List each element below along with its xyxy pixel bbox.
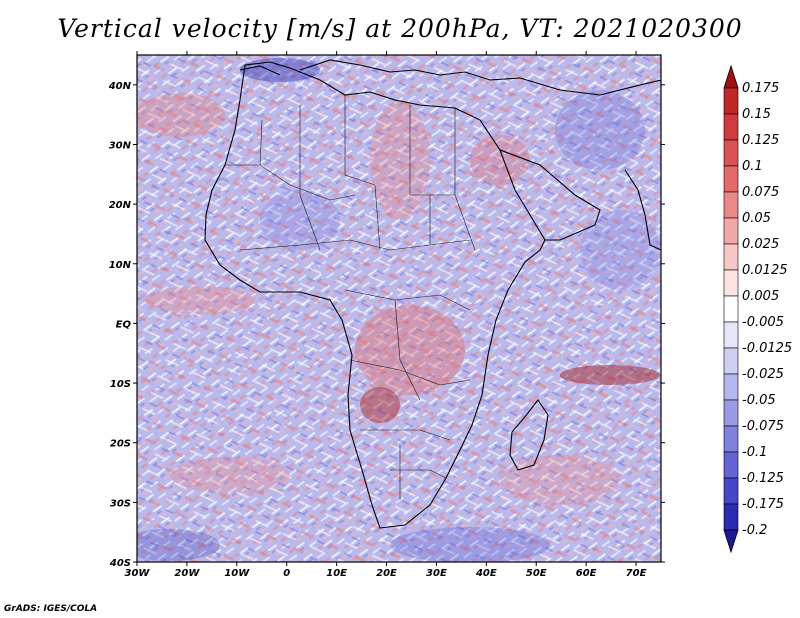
colorbar-segment — [723, 321, 739, 349]
colorbar-segment — [723, 139, 739, 167]
colorbar-label: -0.005 — [742, 315, 784, 330]
y-tick-label: 30N — [109, 140, 132, 151]
colorbar-label: 0.175 — [742, 81, 779, 96]
colorbar-segment — [723, 373, 739, 401]
colorbar-segment — [723, 425, 739, 453]
colorbar-segment — [723, 477, 739, 505]
colorbar-label: -0.0125 — [742, 341, 792, 356]
colorbar-label: -0.2 — [742, 523, 767, 538]
colorbar-segment — [723, 165, 739, 193]
colorbar-segment — [723, 399, 739, 427]
x-tick-label: 10E — [326, 568, 347, 579]
colorbar-segment — [723, 243, 739, 271]
colorbar-label: 0.15 — [742, 107, 771, 122]
colorbar-bottom-arrow — [723, 529, 739, 554]
colorbar-label: -0.075 — [742, 419, 784, 434]
map-frame — [136, 54, 662, 563]
colorbar-segment — [723, 347, 739, 375]
y-tick-label: 40N — [108, 81, 132, 92]
colorbar-segment — [723, 217, 739, 245]
y-tick-label: 40S — [109, 558, 131, 569]
colorbar-label: 0.1 — [742, 159, 763, 174]
colorbar-segment — [723, 503, 739, 531]
x-tick-label: 50E — [526, 568, 547, 579]
velocity-field — [137, 55, 661, 562]
x-axis: 30W 20W 10W 0 10E 20E 30E 40E 50E 60E 70E — [125, 51, 647, 579]
x-tick-label: 20E — [376, 568, 397, 579]
x-tick-label: 70E — [626, 568, 647, 579]
colorbar-segment — [723, 87, 739, 115]
colorbar-label: 0.025 — [742, 237, 779, 252]
y-tick-label: 20S — [110, 439, 131, 450]
colorbar-top-arrow — [723, 64, 739, 89]
x-tick-label: 40E — [475, 568, 497, 579]
x-tick-label: 60E — [576, 568, 597, 579]
colorbar-segment — [723, 295, 739, 323]
colorbar-label: -0.05 — [742, 393, 776, 408]
y-tick-label: 30S — [110, 498, 131, 509]
colorbar-label: 0.075 — [742, 185, 779, 200]
colorbar-label: -0.025 — [742, 367, 784, 382]
y-tick-label: EQ — [116, 319, 132, 330]
colorbar-label: -0.1 — [742, 445, 767, 460]
country-borders — [225, 95, 476, 500]
grads-credit: GrADS: IGES/COLA — [4, 604, 98, 614]
colorbar-label: -0.125 — [742, 471, 784, 486]
y-tick-label: 10N — [109, 260, 132, 271]
colorbar-segment — [723, 113, 739, 141]
x-tick-label: 20W — [174, 568, 200, 579]
x-tick-label: 0 — [283, 568, 290, 579]
y-tick-label: 10S — [110, 379, 131, 390]
colorbar: 0.175 0.15 0.125 0.1 0.075 0.05 0.025 0.0125 0.0… — [723, 64, 792, 554]
map-title: Vertical velocity [m/s] at 200hPa, VT: 2… — [57, 14, 743, 43]
colorbar-label: 0.05 — [742, 211, 771, 226]
y-tick-label: 20N — [109, 200, 132, 211]
x-tick-label: 30W — [125, 568, 151, 579]
x-tick-label: 10W — [224, 568, 250, 579]
coastline — [204, 59, 661, 529]
colorbar-label: 0.0125 — [742, 263, 788, 278]
colorbar-label: 0.005 — [742, 289, 779, 304]
y-axis: 40N 30N 20N 10N EQ 10S 20S 30S 40S — [108, 81, 665, 569]
x-tick-label: 30E — [426, 568, 447, 579]
colorbar-segment — [723, 269, 739, 297]
colorbar-segment — [723, 451, 739, 479]
colorbar-label: 0.125 — [742, 133, 779, 148]
colorbar-segment — [723, 191, 739, 219]
colorbar-label: -0.175 — [742, 497, 784, 512]
